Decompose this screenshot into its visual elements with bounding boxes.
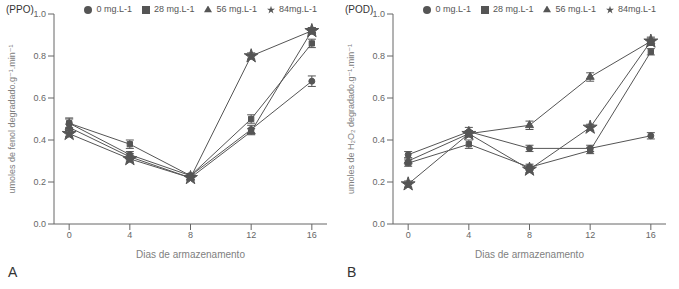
- svg-text:Dias de armazenamento: Dias de armazenamento: [475, 249, 584, 260]
- svg-text:umoles de fenol degradado.g⁻¹.: umoles de fenol degradado.g⁻¹.min⁻¹: [8, 44, 17, 193]
- html-text:84mg.L-1: 84mg.L-1: [279, 4, 317, 14]
- svg-text:8: 8: [188, 230, 193, 240]
- svg-text:16: 16: [307, 230, 317, 240]
- svg-text:0.0: 0.0: [372, 219, 385, 229]
- svg-text:12: 12: [246, 230, 256, 240]
- svg-text:0.4: 0.4: [372, 135, 385, 145]
- svg-text:0.8: 0.8: [372, 51, 385, 61]
- svg-text:8: 8: [527, 230, 532, 240]
- html-text:84mg.L-1: 84mg.L-1: [618, 4, 656, 14]
- svg-text:12: 12: [585, 230, 595, 240]
- svg-text:16: 16: [646, 230, 656, 240]
- html-text:28 mg.L-1: 28 mg.L-1: [153, 4, 195, 14]
- svg-text:0.4: 0.4: [33, 135, 46, 145]
- html-text:B: B: [347, 264, 357, 280]
- svg-text:umoles de H₂O₂ degradado.g⁻¹.m: umoles de H₂O₂ degradado.g⁻¹.min⁻¹: [346, 44, 356, 194]
- svg-text:4: 4: [466, 230, 471, 240]
- html-text:(PPO): (PPO): [6, 4, 34, 15]
- svg-text:0: 0: [67, 230, 72, 240]
- html-text:A: A: [8, 264, 18, 280]
- svg-text:Dias de armazenamento: Dias de armazenamento: [136, 249, 245, 260]
- svg-text:0.6: 0.6: [33, 93, 46, 103]
- svg-text:4: 4: [127, 230, 132, 240]
- svg-text:0.8: 0.8: [33, 51, 46, 61]
- svg-text:1.0: 1.0: [33, 9, 46, 19]
- html-text:56 mg.L-1: 56 mg.L-1: [216, 4, 257, 14]
- svg-text:0.6: 0.6: [372, 93, 385, 103]
- html-text:(POD): (POD): [345, 4, 374, 15]
- svg-text:0.2: 0.2: [372, 177, 385, 187]
- html-text:56 mg.L-1: 56 mg.L-1: [555, 4, 596, 14]
- svg-text:0.0: 0.0: [33, 219, 46, 229]
- html-text:0 mg.L-1: 0 mg.L-1: [435, 4, 471, 14]
- svg-text:0.2: 0.2: [33, 177, 46, 187]
- svg-text:1.0: 1.0: [372, 9, 385, 19]
- svg-text:0: 0: [406, 230, 411, 240]
- html-text:28 mg.L-1: 28 mg.L-1: [492, 4, 534, 14]
- html-text:0 mg.L-1: 0 mg.L-1: [96, 4, 132, 14]
